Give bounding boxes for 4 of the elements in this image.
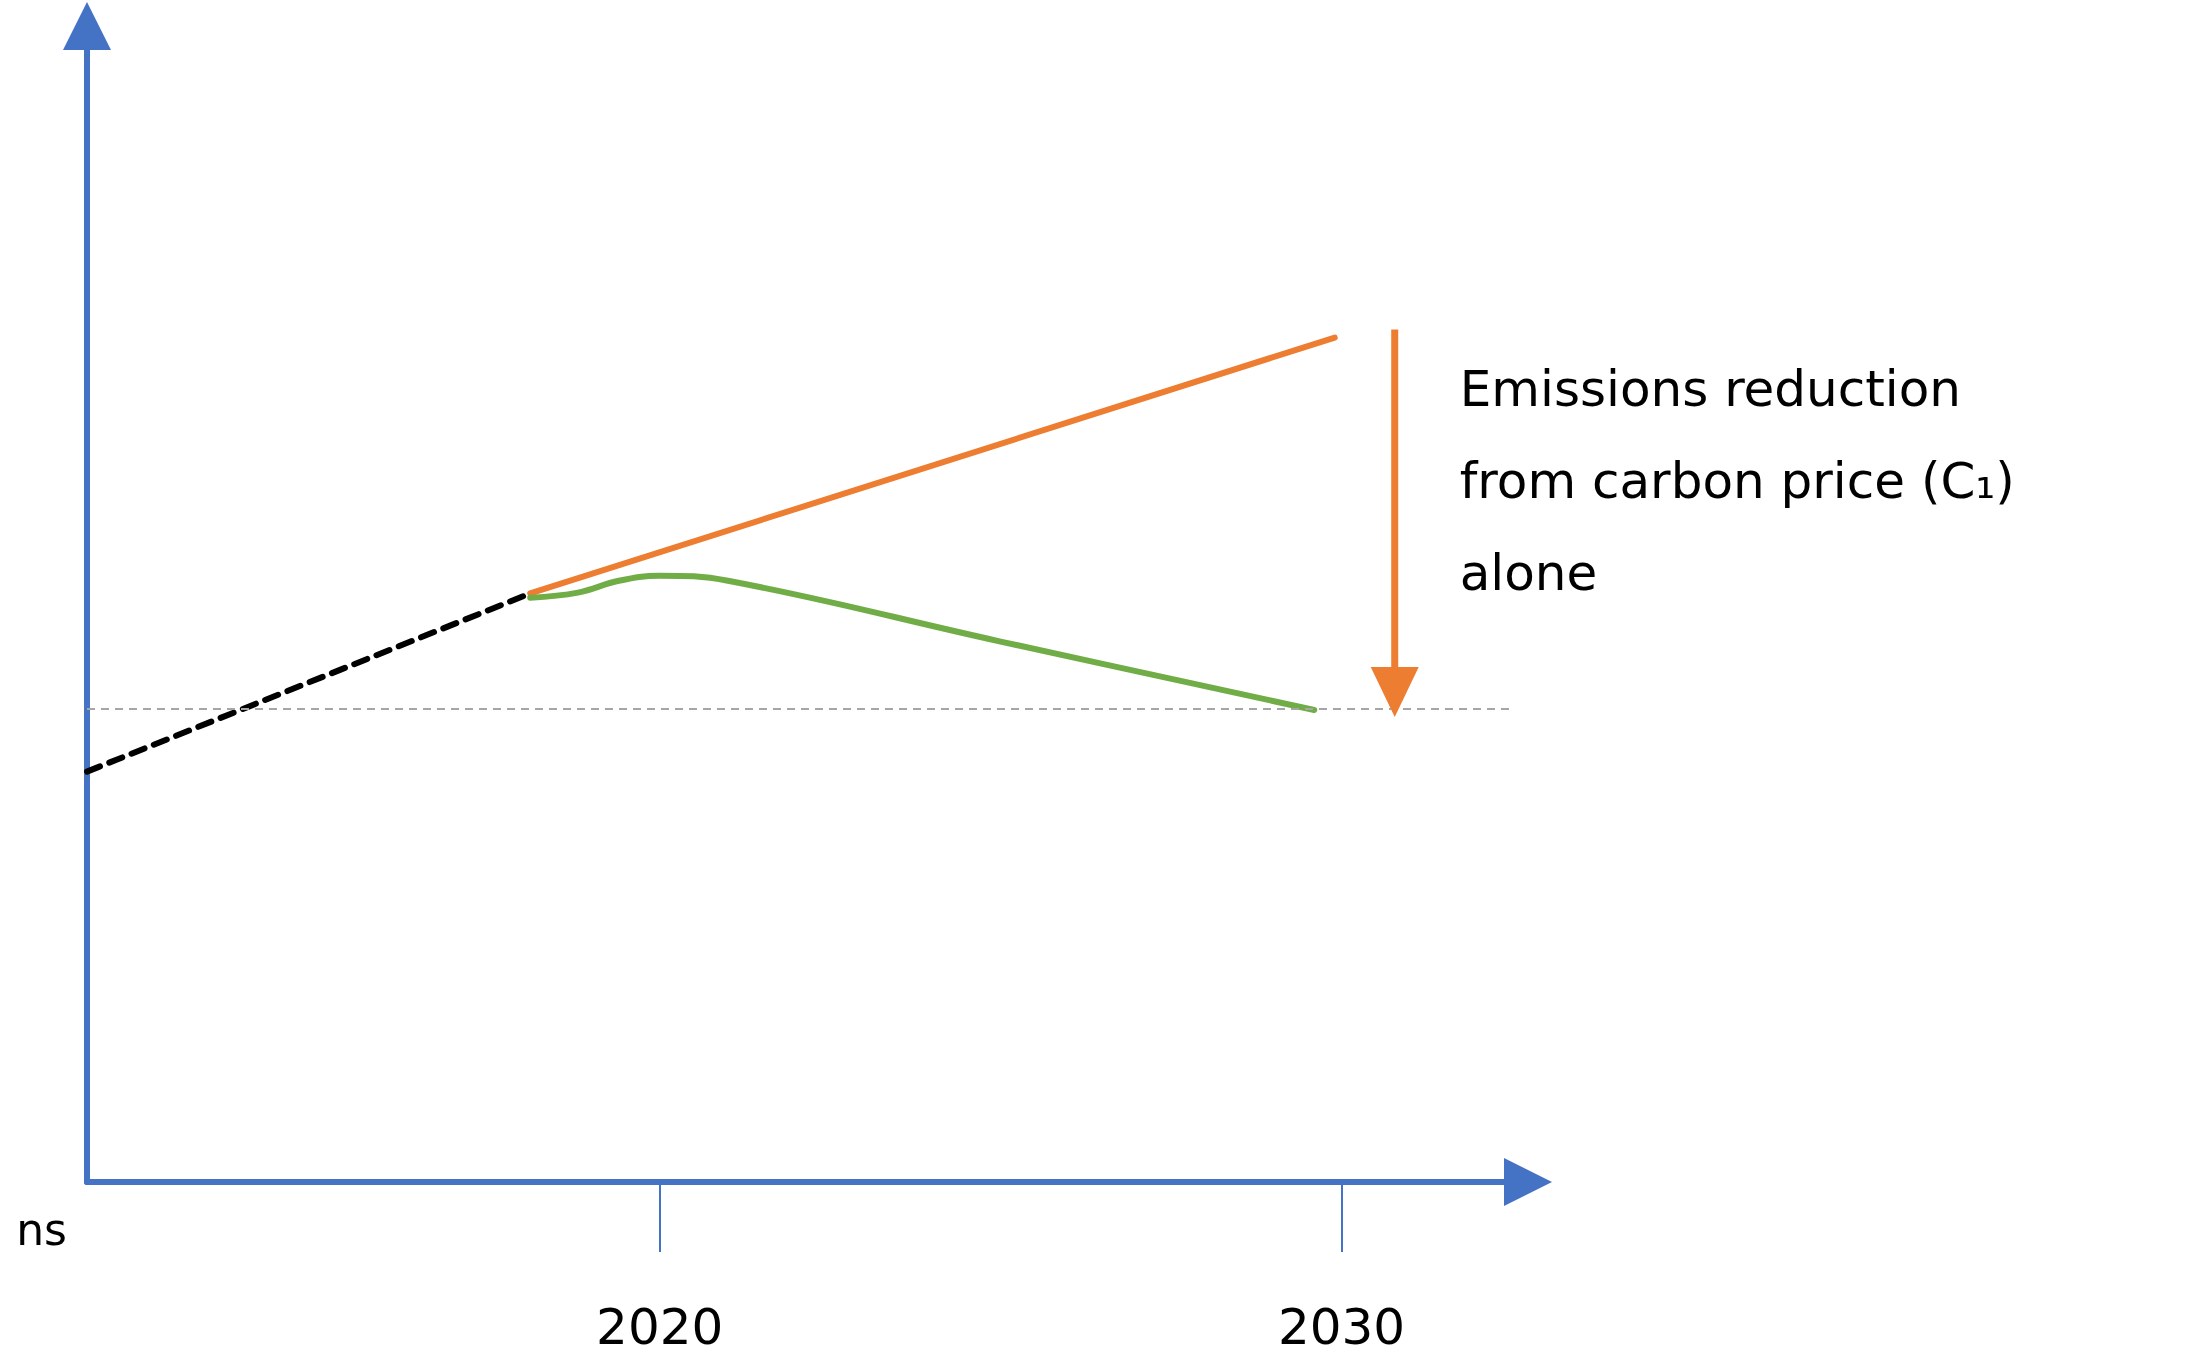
y-axis-title: ns [16, 1203, 67, 1255]
annotation: Emissions reduction from carbon price (C₁) alone [1459, 359, 2015, 602]
x-tick-label: 2020 [596, 1298, 724, 1356]
x-tick-label: 2030 [1277, 1298, 1406, 1356]
